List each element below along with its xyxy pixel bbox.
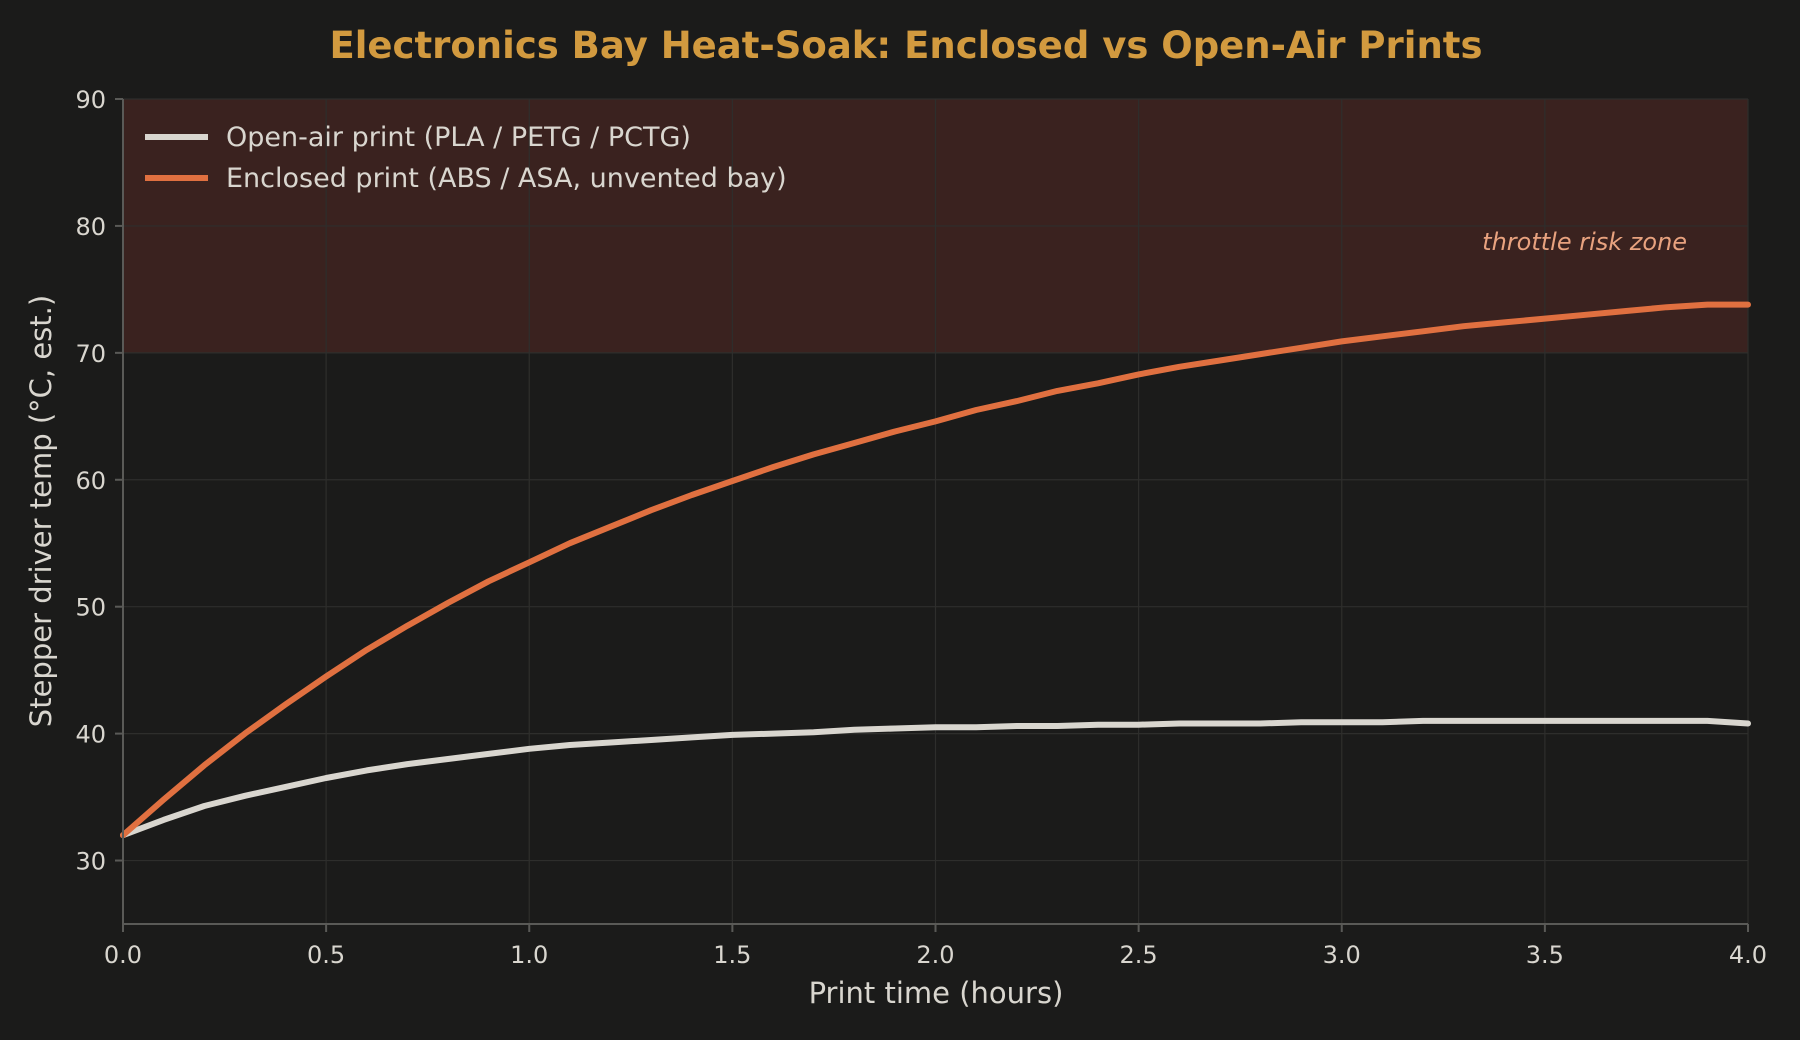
x-tick-label: 3.5	[1526, 941, 1564, 969]
y-axis-label: Stepper driver temp (°C, est.)	[24, 295, 58, 727]
x-tick-label: 3.0	[1323, 941, 1361, 969]
legend-label-enclosed: Enclosed print (ABS / ASA, unvented bay)	[226, 163, 787, 194]
x-tick-label: 2.5	[1120, 941, 1158, 969]
x-tick-label: 4.0	[1729, 941, 1767, 969]
grid	[122, 98, 1749, 924]
y-ticks: 30 40 50 60 70 80 90	[75, 86, 123, 876]
y-tick-label: 90	[75, 86, 106, 114]
x-tick-label: 0.0	[104, 941, 142, 969]
x-ticks: 0.0 0.5 1.0 1.5 2.0 2.5 3.0 3.5 4.0	[104, 924, 1767, 969]
series-lines	[120, 301, 1751, 839]
y-tick-label: 40	[75, 721, 106, 749]
y-tick-label: 50	[75, 594, 106, 622]
y-tick-label: 60	[75, 467, 106, 495]
series-line-open-air	[120, 717, 1751, 839]
x-tick-label: 1.0	[510, 941, 548, 969]
x-axis-label: Print time (hours)	[809, 976, 1064, 1010]
x-tick-label: 2.0	[916, 941, 954, 969]
y-tick-label: 80	[75, 213, 106, 241]
throttle-zone-label: throttle risk zone	[1482, 228, 1687, 256]
x-tick-label: 0.5	[307, 941, 345, 969]
y-tick-label: 30	[75, 848, 106, 876]
series-line-enclosed	[120, 301, 1751, 839]
x-tick-label: 1.5	[713, 941, 751, 969]
legend-label-open-air: Open-air print (PLA / PETG / PCTG)	[226, 122, 691, 153]
legend: Open-air print (PLA / PETG / PCTG) Enclo…	[145, 122, 787, 194]
chart-title: Electronics Bay Heat-Soak: Enclosed vs O…	[329, 24, 1482, 67]
y-tick-label: 70	[75, 340, 106, 368]
